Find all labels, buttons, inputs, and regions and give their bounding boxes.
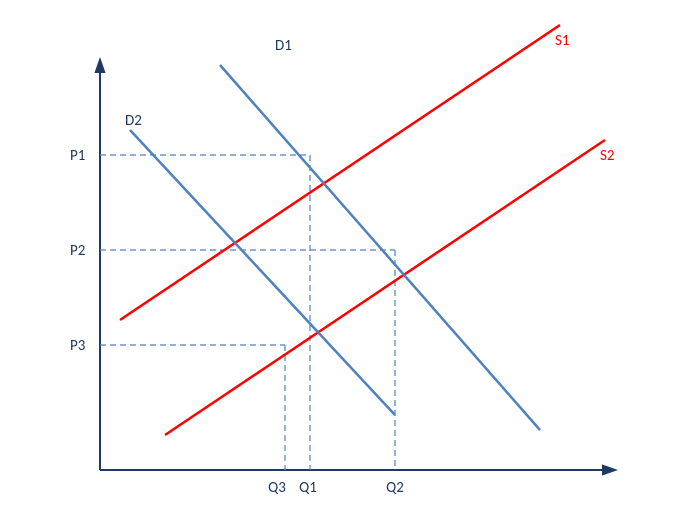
qty-label-q3: Q3 xyxy=(268,479,286,497)
price-label-p2: P2 xyxy=(70,242,85,260)
line-label-d2: D2 xyxy=(125,112,142,130)
demand-line-d1 xyxy=(220,65,540,430)
line-label-s2: S2 xyxy=(600,147,615,165)
y-axis-arrow xyxy=(94,57,105,73)
qty-label-q2: Q2 xyxy=(386,479,404,497)
qty-label-q1: Q1 xyxy=(299,479,317,497)
guides xyxy=(100,155,395,470)
x-axis-arrow xyxy=(602,464,618,475)
price-label-p1: P1 xyxy=(70,147,85,165)
supply-demand-chart: P1 P2 P3 Q1 Q2 Q3 S1 S2 D1 D2 xyxy=(0,0,695,520)
supply-line-s2 xyxy=(165,140,605,435)
supply-line-s1 xyxy=(120,25,560,320)
axes xyxy=(94,57,618,476)
price-label-p3: P3 xyxy=(70,337,86,355)
line-label-d1: D1 xyxy=(275,37,292,55)
line-label-s1: S1 xyxy=(555,32,570,50)
demand-line-d2 xyxy=(130,130,395,415)
